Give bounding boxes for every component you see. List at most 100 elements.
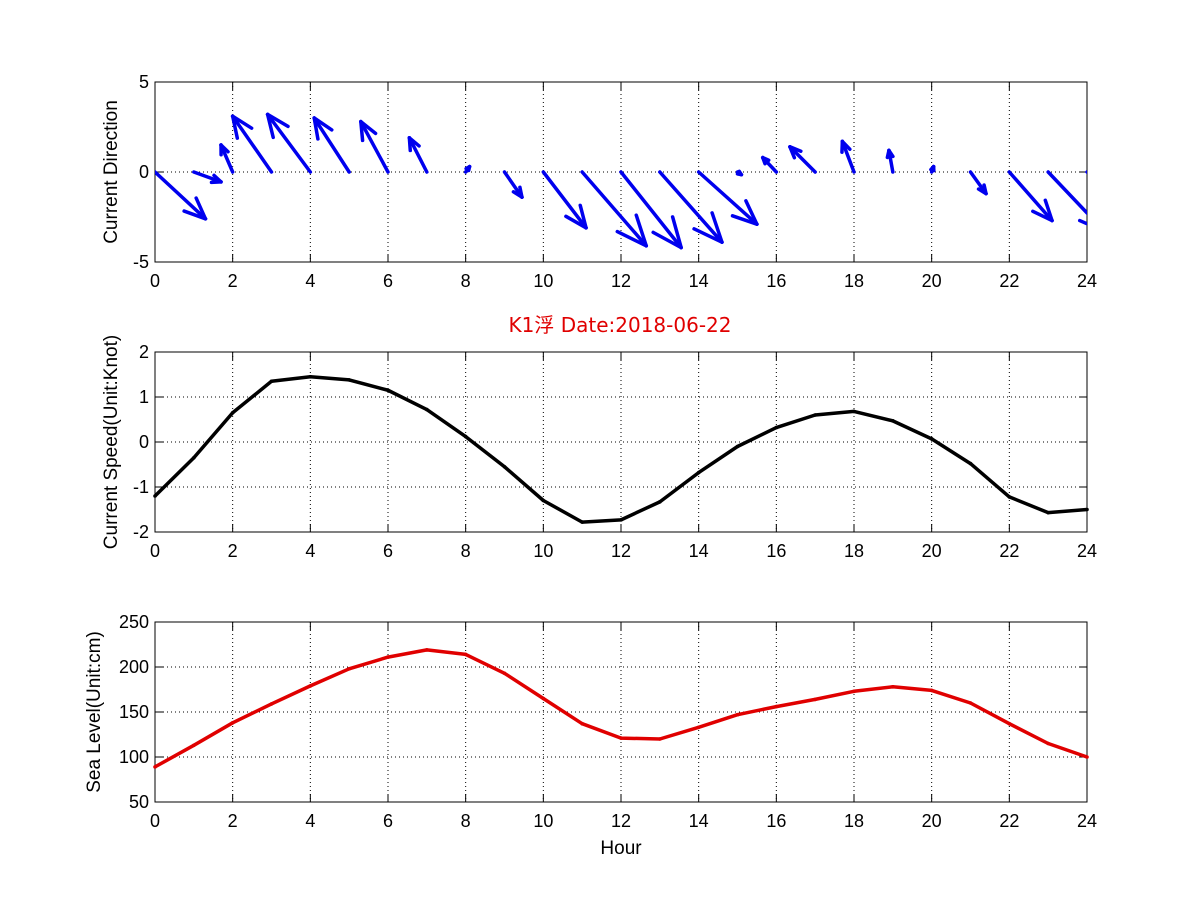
x-tick-label: 8 (461, 811, 471, 831)
current-arrow (463, 164, 472, 174)
current-arrow (359, 119, 390, 174)
data-point (658, 737, 662, 741)
arrow-head (230, 114, 254, 130)
arrow-head (670, 215, 683, 250)
arrow-head (710, 211, 724, 244)
x-tick-label: 12 (611, 271, 631, 291)
x-tick-label: 10 (533, 811, 553, 831)
data-point (929, 688, 934, 693)
data-point (502, 464, 507, 469)
current-arrow (968, 170, 988, 196)
current-arrow (696, 170, 759, 226)
x-tick-label: 2 (228, 811, 238, 831)
current-arrow (1007, 170, 1054, 223)
x-tick-label: 10 (533, 541, 553, 561)
x-tick-label: 24 (1077, 541, 1097, 561)
data-point (774, 704, 779, 709)
y-tick-label: -5 (133, 252, 149, 272)
y-tick-label: 5 (139, 72, 149, 92)
data-point (619, 518, 623, 522)
x-tick-label: 10 (533, 271, 553, 291)
arrow-head (885, 148, 891, 160)
arrow-shaft (155, 170, 208, 221)
data-point (968, 461, 973, 466)
x-tick-label: 0 (150, 271, 160, 291)
current-arrow (155, 170, 208, 221)
data-point (230, 410, 235, 415)
arrow-shaft (359, 119, 390, 174)
x-tick-label: 16 (766, 271, 786, 291)
data-point (1007, 721, 1012, 726)
arrow-shaft (502, 170, 524, 199)
current-arrow (735, 169, 744, 177)
arrow-head (737, 169, 744, 177)
current-arrow (265, 112, 313, 174)
data-point (619, 736, 623, 740)
x-tick-label: 16 (766, 811, 786, 831)
y-tick-label: -2 (133, 522, 149, 542)
arrow-head (651, 230, 683, 250)
arrow-head (692, 227, 724, 244)
x-tick-label: 0 (150, 811, 160, 831)
arrow-shaft (580, 170, 648, 248)
arrow-shaft (265, 112, 313, 174)
arrow-head (230, 114, 240, 140)
data-point (929, 437, 934, 441)
x-tick-label: 6 (383, 271, 393, 291)
current-arrow (1046, 170, 1104, 231)
arrow-shaft (840, 139, 856, 174)
x-tick-label: 22 (999, 811, 1019, 831)
data-point (192, 743, 196, 748)
arrow-shaft (312, 116, 351, 174)
x-tick-label: 4 (305, 811, 315, 831)
data-point (153, 765, 157, 769)
data-point (192, 455, 196, 460)
x-tick-label: 0 (150, 541, 160, 561)
data-point (852, 409, 856, 414)
x-tick-label: 14 (689, 271, 709, 291)
arrow-head (359, 119, 365, 143)
current-arrow (580, 170, 648, 248)
data-point (1046, 510, 1050, 515)
data-point (696, 470, 701, 475)
arrow-head (1031, 209, 1054, 223)
arrow-head (578, 203, 588, 230)
data-point (386, 655, 390, 659)
data-point (813, 697, 817, 702)
arrow-head (982, 183, 988, 196)
data-point (1085, 507, 1089, 512)
arrow-shaft (407, 136, 429, 174)
data-point (347, 378, 351, 382)
arrow-head (312, 116, 334, 132)
data-point (463, 652, 468, 657)
arrow-head (929, 164, 936, 172)
x-tick-label: 8 (461, 271, 471, 291)
arrow-head (194, 196, 208, 221)
y-axis-label: Current Speed(Unit:Knot) (101, 335, 122, 549)
data-point (774, 425, 779, 430)
x-tick-label: 4 (305, 271, 315, 291)
quiver-arrows (155, 112, 1104, 250)
x-tick-label: 6 (383, 541, 393, 561)
x-tick-label: 18 (844, 271, 864, 291)
data-point (502, 671, 507, 676)
arrow-shaft (192, 170, 223, 184)
current-arrow (312, 116, 351, 174)
data-point (735, 712, 740, 717)
current-arrow (885, 148, 895, 174)
data-point (269, 702, 274, 706)
data-point (425, 407, 429, 412)
data-point (891, 419, 895, 423)
current-arrow (619, 170, 683, 250)
data-point (269, 379, 274, 384)
arrow-head (564, 214, 588, 230)
arrow-head (1095, 206, 1104, 231)
x-tick-label: 24 (1077, 271, 1097, 291)
arrow-head (312, 116, 320, 141)
x-tick-label: 18 (844, 811, 864, 831)
current-arrow (788, 145, 817, 174)
